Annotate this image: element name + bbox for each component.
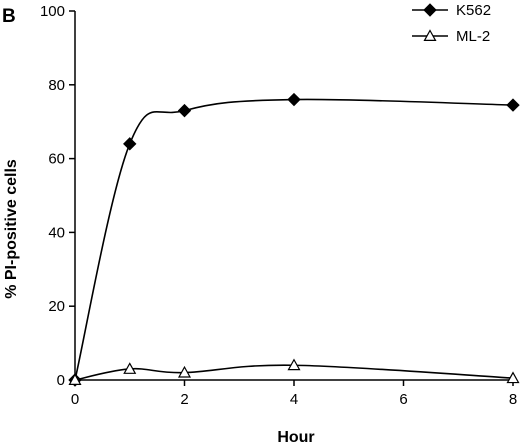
series-k562 bbox=[68, 92, 520, 387]
series-line-k562 bbox=[74, 98, 514, 381]
y-tick-label: 20 bbox=[48, 298, 65, 315]
y-axis-title: % PI-positive cells bbox=[3, 159, 20, 299]
data-point-ml-2 bbox=[287, 358, 301, 371]
legend-label-k562: K562 bbox=[456, 2, 491, 19]
data-point-k562 bbox=[177, 103, 192, 118]
axes bbox=[74, 11, 513, 381]
x-tick-label: 4 bbox=[290, 391, 298, 408]
y-tick-label: 0 bbox=[57, 372, 65, 389]
legend-item-k562: K562 bbox=[412, 2, 491, 19]
x-tick-label: 2 bbox=[180, 391, 188, 408]
panel-label: B bbox=[2, 6, 16, 27]
data-point-k562 bbox=[506, 98, 520, 112]
legend-item-ml-2: ML-2 bbox=[412, 28, 490, 45]
y-tick-label: 60 bbox=[48, 151, 65, 168]
x-tick-label: 8 bbox=[509, 391, 517, 408]
series-line-ml-2 bbox=[74, 364, 514, 381]
data-point-ml-2 bbox=[506, 371, 520, 384]
y-tick-label: 100 bbox=[40, 3, 65, 20]
data-point-k562 bbox=[287, 92, 301, 107]
series-ml-2 bbox=[68, 358, 520, 385]
legend-label-ml-2: ML-2 bbox=[456, 28, 490, 45]
y-tick-label: 80 bbox=[48, 77, 65, 94]
x-tick-label: 0 bbox=[71, 391, 79, 408]
legend: K562 ML-2 bbox=[412, 2, 491, 45]
x-axis-title: Hour bbox=[277, 429, 314, 446]
data-point-ml-2 bbox=[177, 365, 192, 378]
data-point-ml-2 bbox=[68, 373, 82, 385]
legend-marker-k562 bbox=[423, 3, 437, 17]
series-layer bbox=[68, 92, 520, 387]
x-tick-label: 6 bbox=[399, 391, 407, 408]
y-tick-label: 40 bbox=[48, 224, 65, 241]
data-point-k562 bbox=[123, 137, 137, 151]
y-ticks: 0 20 40 60 80 100 bbox=[40, 3, 75, 389]
x-ticks: 0 2 4 6 8 bbox=[71, 380, 517, 408]
legend-marker-ml-2 bbox=[423, 29, 437, 42]
data-point-ml-2 bbox=[123, 362, 137, 374]
